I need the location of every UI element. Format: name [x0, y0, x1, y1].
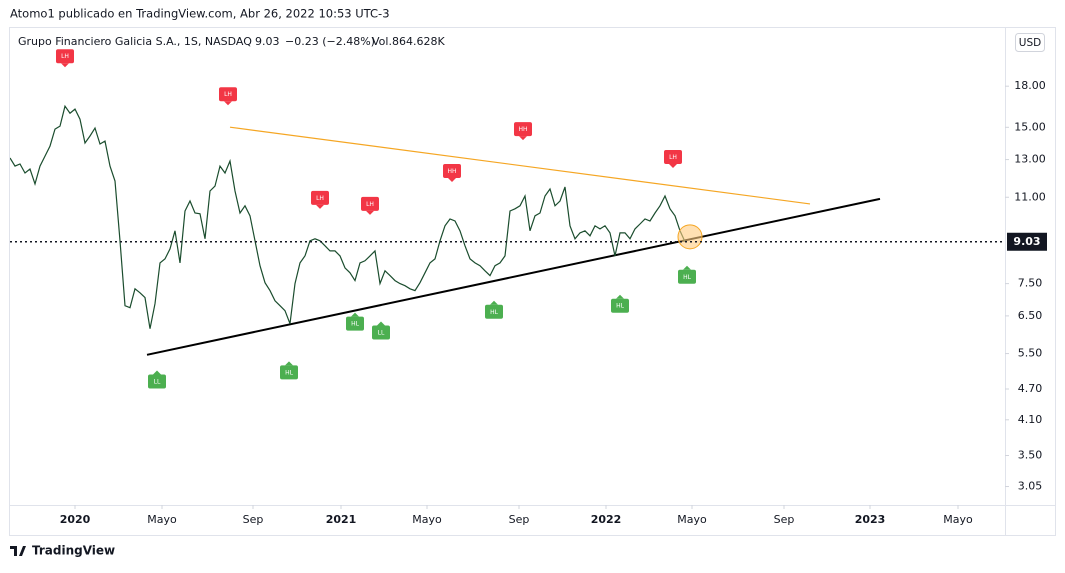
- pivot-label: HH: [518, 126, 527, 133]
- price-line: [10, 104, 686, 329]
- pivot-box: [280, 365, 298, 380]
- pivot-tip: [224, 101, 232, 106]
- legend-last: 9.03: [255, 35, 280, 48]
- footer: TradingView: [32, 544, 115, 558]
- pivot-tip: [683, 265, 691, 270]
- pivot-marker: LH: [361, 196, 379, 215]
- pivot-marker: HL: [346, 312, 364, 331]
- pivot-label: LH: [224, 91, 232, 98]
- x-tick-label: 2021: [326, 513, 357, 526]
- y-tick-label: 4.10: [1018, 413, 1043, 426]
- y-tick-label: 6.50: [1018, 309, 1043, 322]
- pivot-box: [56, 49, 74, 64]
- y-tick-label: 4.70: [1018, 382, 1043, 395]
- legend-symbol: Grupo Financiero Galicia S.A., 1S, NASDA…: [18, 35, 252, 48]
- plot: LH LH LH LH HH HH LH LL HL HL LL HL HL HL: [10, 49, 881, 389]
- pivot-marker: HL: [611, 294, 629, 313]
- pivot-box: [443, 163, 461, 178]
- pivot-label: HL: [616, 303, 625, 310]
- pivot-label: HL: [351, 321, 360, 328]
- x-tick-label: Sep: [774, 513, 795, 526]
- pivot-box: [372, 325, 390, 340]
- last-price-box: [1007, 232, 1047, 251]
- pivot-tip: [285, 361, 293, 366]
- x-tick-label: 2022: [591, 513, 622, 526]
- pivot-box: [664, 149, 682, 164]
- pivot-tip: [490, 300, 498, 305]
- pivot-box: [311, 190, 329, 205]
- y-tick-label: 3.50: [1018, 448, 1043, 461]
- x-tick-label: 2023: [855, 513, 886, 526]
- pivot-tip: [519, 136, 527, 141]
- currency: USD: [1019, 37, 1041, 49]
- last-price-label: 9.03: [1013, 235, 1040, 248]
- pivot-marker: HL: [678, 265, 696, 284]
- y-tick-label: 5.50: [1018, 347, 1043, 360]
- y-tick-label: 7.50: [1018, 277, 1043, 290]
- pivot-label: LH: [366, 201, 374, 208]
- pivot-marker: LH: [56, 49, 74, 68]
- y-tick-label: 15.00: [1014, 120, 1046, 133]
- pivot-label: LL: [378, 329, 385, 336]
- x-tick-label: Sep: [243, 513, 264, 526]
- pivot-label: LH: [316, 195, 324, 202]
- pivot-box: [346, 316, 364, 331]
- trend-line: [146, 197, 881, 356]
- pivot-box: [514, 122, 532, 137]
- y-tick-label: 13.00: [1014, 153, 1046, 166]
- pivot-marker: LH: [311, 190, 329, 209]
- x-tick-label: Mayo: [412, 513, 442, 526]
- pivot-label: LH: [669, 154, 677, 161]
- pivot-marker: LH: [219, 87, 237, 106]
- pivot-label: LH: [61, 53, 69, 60]
- pivot-marker: LH: [664, 149, 682, 168]
- pivot-box: [361, 196, 379, 211]
- pivot-box: [678, 269, 696, 284]
- pivot-tip: [669, 163, 677, 168]
- footer-logo: [10, 546, 26, 556]
- pivot-marker: HH: [443, 163, 461, 182]
- y-tick-label: 3.05: [1018, 480, 1043, 493]
- logo-icon: [10, 546, 26, 556]
- pivot-marker: LL: [148, 370, 166, 389]
- legend-change: −0.23 (−2.48%): [285, 35, 375, 48]
- x-tick-label: Sep: [509, 513, 530, 526]
- pivot-tip: [616, 294, 624, 299]
- y-tick-label: 11.00: [1014, 190, 1046, 203]
- pivot-marker: HH: [514, 122, 532, 141]
- legend-volume: Vol.864.628K: [372, 35, 445, 48]
- pivot-box: [611, 298, 629, 313]
- x-tick-label: Mayo: [943, 513, 973, 526]
- pivot-tip: [61, 63, 69, 68]
- x-tick-label: Mayo: [677, 513, 707, 526]
- pivot-label: HL: [490, 309, 499, 316]
- pivot-label: HH: [447, 168, 456, 175]
- pivot-label: HL: [683, 274, 692, 281]
- pivot-tip: [366, 210, 374, 215]
- pivot-marker: LL: [372, 321, 390, 340]
- pivot-box: [148, 374, 166, 389]
- pivot-tip: [153, 370, 161, 375]
- pivot-box: [485, 304, 503, 319]
- pivot-tip: [377, 321, 385, 326]
- pivot-tip: [448, 177, 456, 182]
- highlight-circle: [677, 224, 703, 250]
- pivot-label: HL: [285, 369, 294, 376]
- pivot-marker: HL: [280, 361, 298, 380]
- trend-line: [229, 126, 811, 205]
- pivot-label: LL: [154, 378, 161, 385]
- pivot-tip: [316, 204, 324, 209]
- pivot-marker: HL: [485, 300, 503, 319]
- header: Atomo1 publicado en TradingView.com, Abr…: [10, 7, 390, 21]
- pivot-box: [219, 87, 237, 102]
- currency-box[interactable]: [1015, 33, 1045, 52]
- pivot-tip: [351, 312, 359, 317]
- x-tick-label: 2020: [60, 513, 91, 526]
- y-tick-label: 18.00: [1014, 79, 1046, 92]
- x-tick-label: Mayo: [147, 513, 177, 526]
- frame: [9, 27, 1056, 536]
